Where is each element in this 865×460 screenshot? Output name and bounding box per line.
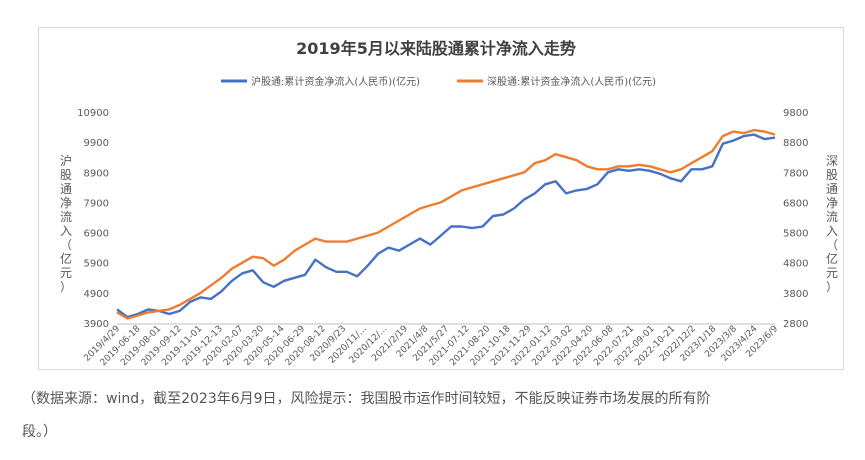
- y-right-tick-label: 2800: [783, 319, 808, 330]
- y-right-tick-label: 6800: [783, 198, 808, 209]
- y-left-tick-label: 5900: [84, 259, 109, 270]
- y-left-tick-label: 9900: [84, 138, 109, 149]
- y-right-tick-label: 5800: [783, 229, 808, 240]
- caption-line-2: 段。）: [22, 424, 57, 440]
- caption-line-1: （数据来源：wind，截至2023年6月9日，风险提示：我国股市运作时间较短，不…: [22, 391, 711, 407]
- chart-title: 2019年5月以来陆股通累计净流入走势: [296, 39, 576, 58]
- y-left-axis-title: 沪股通净流入（亿元）: [60, 154, 72, 294]
- y-right-tick-label: 4800: [783, 259, 808, 270]
- y-left-tick-label: 8900: [84, 168, 109, 179]
- legend-label-1: 沪股通:累计资金净流入(人民币)(亿元): [251, 75, 420, 88]
- y-left-tick-label: 3900: [84, 319, 109, 330]
- legend-label-2: 深股通:累计资金净流入(人民币)(亿元): [487, 75, 656, 88]
- series-line-shenzhen: [116, 128, 776, 320]
- y-right-tick-label: 9800: [783, 108, 808, 119]
- chart-container: 2019年5月以来陆股通累计净流入走势沪股通:累计资金净流入(人民币)(亿元) 深…: [38, 27, 844, 370]
- y-right-axis-title: 深股通净流入（亿元）: [826, 154, 838, 294]
- y-left-tick-label: 6900: [84, 229, 109, 240]
- y-right-tick-label: 8800: [783, 138, 808, 149]
- y-left-tick-label: 4900: [84, 289, 109, 300]
- y-left-tick-label: 7900: [84, 198, 109, 209]
- y-right-tick-label: 3800: [783, 289, 808, 300]
- y-right-tick-label: 7800: [783, 168, 808, 179]
- series-line-shanghai: [116, 133, 776, 319]
- y-left-tick-label: 10900: [77, 108, 109, 119]
